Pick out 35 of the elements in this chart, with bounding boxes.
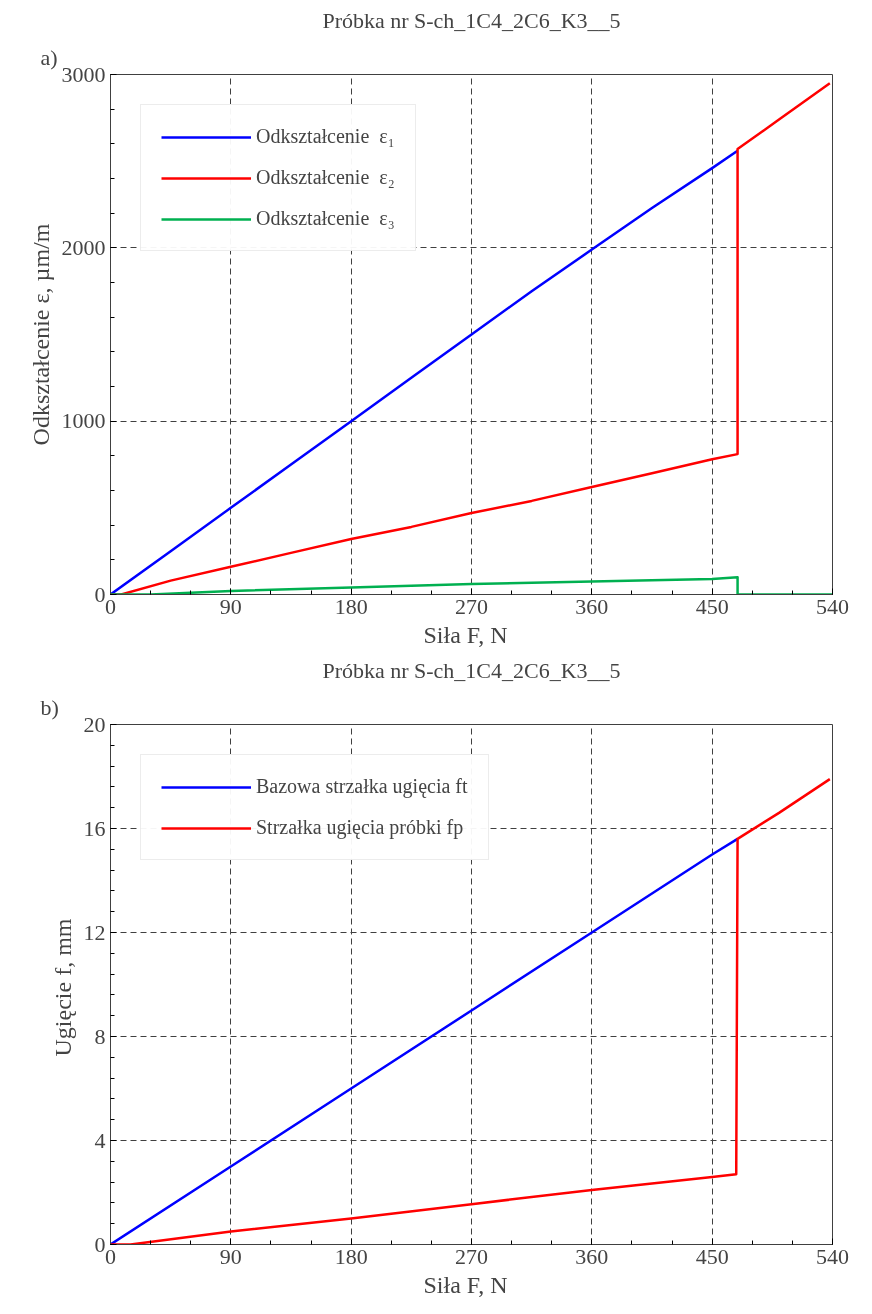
y-tick-label: 20 xyxy=(83,711,106,737)
x-tick-label: 90 xyxy=(219,1243,242,1269)
y-tick-label: 3000 xyxy=(61,61,106,87)
y-tick-label: 4 xyxy=(94,1127,106,1153)
x-tick-label: 270 xyxy=(455,1243,488,1269)
x-axis-title: Siła F, N xyxy=(423,621,508,648)
chart-title: Próbka nr S-ch_1C4_2C6_K3__5 xyxy=(322,7,621,33)
x-tick-label: 180 xyxy=(334,1243,368,1269)
legend-label: Odkształcenie ε₃ xyxy=(256,207,395,230)
text: a) xyxy=(40,44,58,70)
x-tick-label: 360 xyxy=(575,1243,609,1269)
y-axis-title: Odkształcenie ε, µm/m xyxy=(27,223,54,446)
legend-label: Strzałka ugięcia próbki fp xyxy=(256,816,464,839)
line-series xyxy=(110,149,739,595)
legend-label: Bazowa strzałka ugięcia ft xyxy=(256,775,468,798)
x-axis-title: Siła F, N xyxy=(423,1271,508,1298)
y-tick-label: 1000 xyxy=(61,408,106,434)
text: b) xyxy=(40,694,59,720)
x-tick-label: 90 xyxy=(219,593,242,619)
legend-label: Odkształcenie ε₂ xyxy=(256,166,395,189)
x-tick-label: 270 xyxy=(455,593,488,619)
y-tick-label: 8 xyxy=(94,1023,106,1049)
x-tick-label: 540 xyxy=(816,593,849,619)
x-tick-label: 450 xyxy=(695,1243,729,1269)
x-tick-label: 180 xyxy=(334,593,368,619)
line-series xyxy=(110,837,739,1245)
y-tick-label: 12 xyxy=(83,919,106,945)
chart-title: Próbka nr S-ch_1C4_2C6_K3__5 xyxy=(322,657,621,683)
y-tick-label: 16 xyxy=(83,815,106,841)
x-tick-label: 540 xyxy=(816,1243,849,1269)
y-tick-label: 2000 xyxy=(61,234,106,260)
x-tick-label: 360 xyxy=(575,593,609,619)
y-axis-title: Ugięcie f, mm xyxy=(49,918,76,1057)
legend-label: Odkształcenie ε₁ xyxy=(256,125,395,148)
x-tick-label: 450 xyxy=(695,593,729,619)
